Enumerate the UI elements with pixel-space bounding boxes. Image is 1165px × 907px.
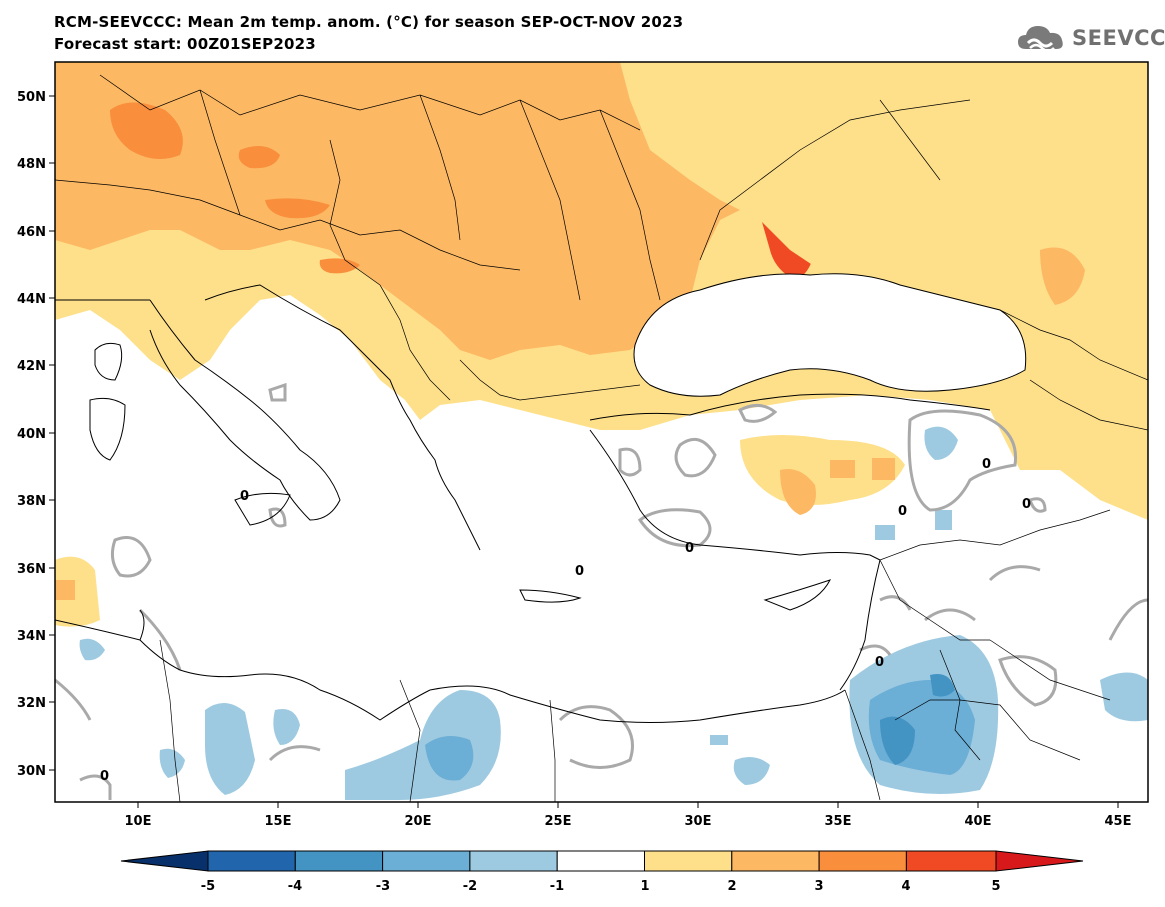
- lat-tick-label: 30N: [17, 764, 46, 779]
- longitude-labels: 10E 15E 20E 25E 30E 35E 40E 45E: [125, 814, 1132, 829]
- colorbar-segment: [818, 850, 907, 872]
- lat-tick-label: 32N: [17, 696, 46, 711]
- seevccc-logo: SEEVCCC: [1016, 21, 1165, 55]
- lat-tick-label: 48N: [17, 157, 46, 172]
- latitude-labels: 50N 48N 46N 44N 42N 40N 38N 36N 34N 32N …: [17, 90, 46, 779]
- lon-tick-label: 40E: [965, 814, 992, 829]
- colorbar-arrow-right: [995, 850, 1084, 872]
- colorbar-tick-label: -5: [201, 879, 215, 894]
- colorbar-tick-label: -4: [288, 879, 302, 894]
- colorbar-tick-label: 2: [727, 879, 736, 894]
- lon-tick-label: 15E: [265, 814, 292, 829]
- lat-tick-label: 36N: [17, 562, 46, 577]
- colorbar-segment: [556, 850, 646, 872]
- colorbar-tick-label: 3: [814, 879, 823, 894]
- map-title: RCM-SEEVCCC: Mean 2m temp. anom. (°C) fo…: [54, 13, 684, 31]
- lon-tick-label: 30E: [685, 814, 712, 829]
- contour-label: 0: [982, 457, 991, 472]
- lon-tick-label: 25E: [545, 814, 572, 829]
- colorbar-segment: [644, 850, 733, 872]
- map-frame: [54, 61, 1149, 803]
- lat-tick-label: 38N: [17, 494, 46, 509]
- colorbar-segment: [294, 850, 384, 872]
- colorbar-arrow-left: [120, 850, 209, 872]
- colorbar-segment: [905, 850, 997, 872]
- forecast-start-label: Forecast start: 00Z01SEP2023: [54, 35, 316, 53]
- lat-tick-label: 42N: [17, 359, 46, 374]
- lon-tick-label: 45E: [1105, 814, 1132, 829]
- lon-tick-label: 20E: [405, 814, 432, 829]
- colorbar: -5 -4 -3 -2 -1 1 2 3 4 5: [120, 850, 1084, 894]
- anomaly-field: [55, 62, 1148, 802]
- country-borders: [55, 74, 1148, 802]
- colorbar-segment: [469, 850, 558, 872]
- zero-contours: [55, 382, 1148, 800]
- tick-marks: [49, 95, 1119, 808]
- logo-text: SEEVCCC: [1072, 26, 1165, 50]
- colorbar-tick-label: -2: [463, 879, 477, 894]
- contour-label: 0: [875, 655, 884, 670]
- contour-label: 0: [100, 769, 109, 784]
- colorbar-tick-label: 4: [901, 879, 910, 894]
- colorbar-tick-label: -3: [376, 879, 390, 894]
- lat-tick-label: 50N: [17, 90, 46, 105]
- colorbar-segment: [207, 850, 296, 872]
- contour-label: 0: [685, 541, 694, 556]
- lat-tick-label: 44N: [17, 292, 46, 307]
- lat-tick-label: 46N: [17, 225, 46, 240]
- colorbar-tick-label: -1: [550, 879, 564, 894]
- lat-tick-label: 34N: [17, 629, 46, 644]
- lon-tick-label: 10E: [125, 814, 152, 829]
- coastlines: [55, 273, 1027, 723]
- contour-label: 0: [575, 564, 584, 579]
- colorbar-segment: [731, 850, 820, 872]
- lat-tick-label: 40N: [17, 427, 46, 442]
- contour-label: 0: [1022, 497, 1031, 512]
- contour-label: 0: [898, 504, 907, 519]
- lon-tick-label: 35E: [825, 814, 852, 829]
- colorbar-tick-label: 5: [991, 879, 1000, 894]
- colorbar-tick-label: 1: [640, 879, 649, 894]
- colorbar-segment: [382, 850, 471, 872]
- cloud-icon: [1018, 26, 1063, 53]
